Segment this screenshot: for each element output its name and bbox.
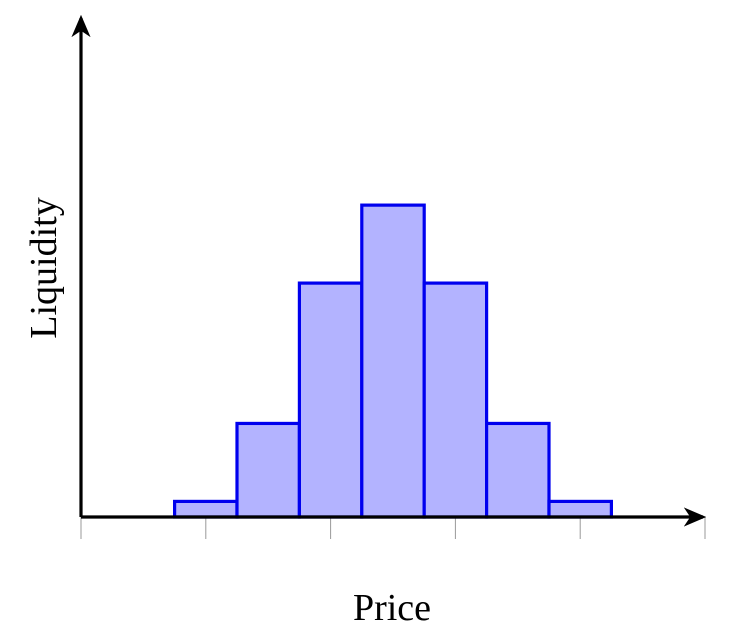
bar-3: [360, 203, 426, 519]
bar-2: [297, 281, 364, 519]
y-axis-label: Liquidity: [23, 197, 65, 338]
x-axis-label: Price: [353, 587, 431, 629]
bar-5: [485, 421, 551, 519]
bar-0: [173, 499, 239, 519]
x-axis-ticks: [80, 517, 706, 539]
bar-6: [547, 499, 614, 519]
bar-1: [235, 421, 302, 519]
bar-4: [422, 281, 489, 519]
bars: [173, 203, 614, 519]
